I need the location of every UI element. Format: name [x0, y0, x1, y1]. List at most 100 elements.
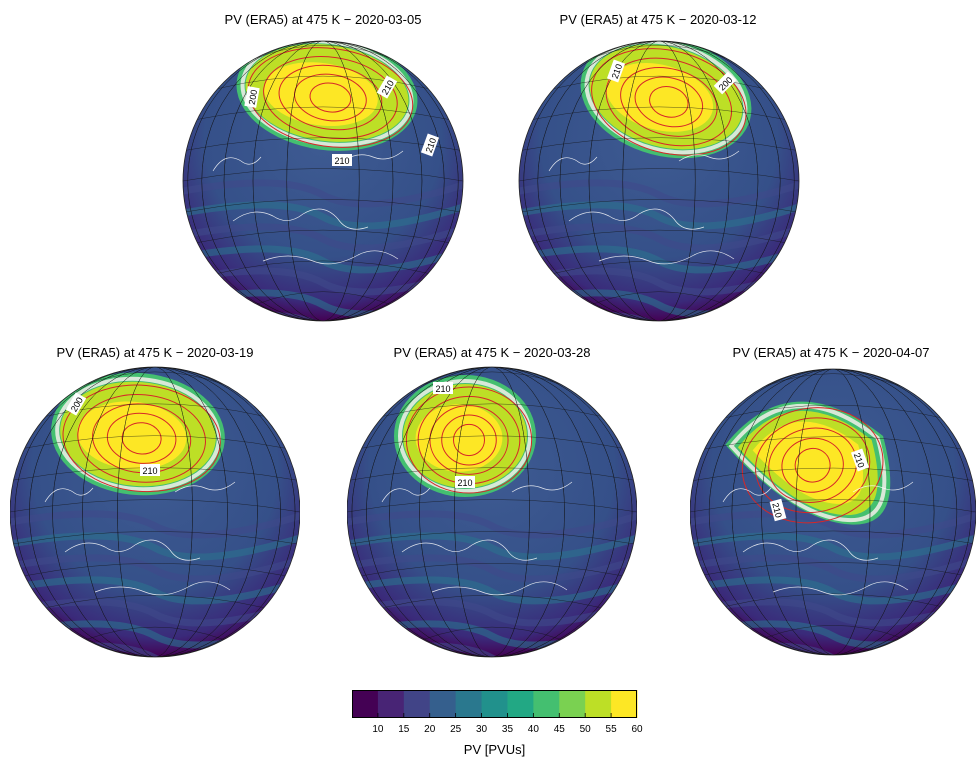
- meridian-line: [223, 41, 423, 321]
- pv-streak: [519, 267, 799, 296]
- parallel-line: [693, 530, 973, 544]
- parallel-line: [256, 45, 390, 59]
- parallel-line: [183, 168, 463, 182]
- colorbar-swatch: [377, 690, 405, 718]
- temperature-contour: [62, 384, 221, 493]
- meridian-line: [588, 41, 730, 321]
- parallel-line: [553, 260, 765, 274]
- coastline: [64, 539, 201, 561]
- coastline: [722, 487, 772, 503]
- coastline: [548, 156, 598, 172]
- contour-label-text: 210: [457, 478, 472, 488]
- temperature-contour: [741, 407, 884, 524]
- colorbar-swatch: [455, 690, 483, 718]
- temperature-contour: [591, 48, 747, 156]
- pv-streak: [690, 510, 976, 539]
- meridian-line: [52, 367, 258, 657]
- colorbar-swatch: [507, 690, 534, 718]
- coastline: [511, 481, 573, 493]
- contour-label: 210: [433, 382, 453, 394]
- parallel-line: [24, 563, 286, 577]
- pv-streak: [183, 179, 463, 208]
- contour-label: 210: [140, 464, 160, 476]
- meridian-line: [366, 367, 618, 657]
- globe-outline: [10, 366, 300, 658]
- parallel-line: [553, 75, 765, 89]
- coastline: [742, 539, 879, 561]
- colorbar-tick-label: 40: [527, 724, 539, 735]
- coastline: [94, 581, 231, 596]
- meridian-line: [454, 367, 530, 657]
- colorbar-swatch: [429, 690, 457, 718]
- pv-streak: [347, 598, 637, 627]
- temperature-contour: [77, 393, 206, 483]
- panel-title-5: PV (ERA5) at 475 K − 2020-04-07: [732, 345, 930, 360]
- colorbar-tick-label: 45: [553, 724, 565, 735]
- pv-streak: [519, 179, 799, 208]
- colorbar-tick-label: 55: [605, 724, 617, 735]
- parallel-line: [519, 168, 799, 182]
- temperature-contour: [309, 82, 352, 113]
- temperature-contour: [649, 86, 689, 118]
- colorbar-swatch: [533, 690, 560, 718]
- panel-title-2: PV (ERA5) at 475 K − 2020-03-12: [559, 12, 757, 27]
- pv-streak: [347, 554, 637, 583]
- contour-label-text: 210: [852, 452, 867, 470]
- pv-streak: [10, 554, 300, 583]
- contour-label-text: 210: [435, 384, 450, 394]
- contour-label: 210: [332, 154, 352, 166]
- pv-streak: [10, 510, 300, 539]
- colorbar-swatch: [352, 690, 379, 718]
- parallel-line: [86, 626, 224, 640]
- globe-outline: [518, 40, 800, 322]
- parallel-line: [217, 75, 429, 89]
- parallel-line: [383, 595, 601, 608]
- globe-outline: [182, 40, 464, 322]
- coastline: [772, 581, 909, 596]
- meridian-line: [29, 367, 281, 657]
- pv-streak: [183, 223, 463, 252]
- meridian-line: [761, 369, 905, 655]
- parallel-line: [693, 467, 973, 481]
- parallel-line: [24, 435, 286, 449]
- colorbar-tick-label: 50: [579, 724, 591, 735]
- contour-label: 210: [606, 59, 626, 83]
- contour-label-text: 200: [247, 89, 259, 106]
- coastline: [431, 581, 568, 596]
- meridian-line: [523, 41, 795, 321]
- colorbar-swatch: [559, 690, 586, 718]
- temperature-contour: [263, 56, 398, 140]
- temperature-contour: [441, 414, 497, 466]
- coastline: [852, 481, 914, 493]
- meridian-line: [559, 41, 759, 321]
- temperature-contour: [781, 437, 844, 493]
- parallel-line: [86, 371, 224, 385]
- colorbar-tick-label: 60: [631, 724, 643, 735]
- parallel-line: [361, 563, 623, 577]
- parallel-line: [764, 625, 902, 639]
- polar-vortex: [51, 372, 225, 496]
- pv-streak: [347, 576, 637, 605]
- parallel-line: [350, 531, 634, 545]
- pv-streak: [519, 223, 799, 252]
- parallel-line: [197, 229, 449, 243]
- temperature-contour: [247, 47, 414, 148]
- contour-label: 210: [850, 448, 870, 472]
- temperature-contour: [755, 417, 871, 514]
- pv-streak: [183, 201, 463, 230]
- pv-streak: [10, 598, 300, 627]
- parallel-line: [704, 562, 962, 576]
- parallel-line: [46, 595, 264, 608]
- coastline: [262, 250, 399, 265]
- parallel-line: [197, 106, 449, 120]
- colorbar-tick-label: 25: [450, 724, 462, 735]
- colorbar-swatch: [611, 690, 638, 718]
- parallel-line: [592, 291, 726, 305]
- coastline: [212, 156, 262, 172]
- pv-streak: [690, 598, 976, 627]
- meridian-line: [14, 367, 296, 657]
- pv-streak: [183, 267, 463, 296]
- meridian-line: [419, 367, 565, 657]
